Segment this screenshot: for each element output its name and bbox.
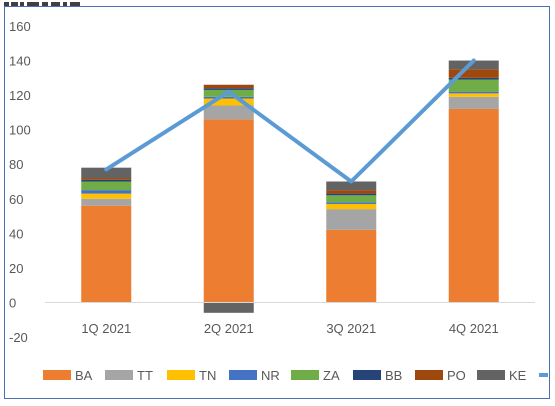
legend-label-bb: BB	[385, 368, 402, 383]
bar-segment-ke-3q-2021	[326, 181, 377, 191]
bar-segment-ke-2q-2021	[203, 302, 254, 313]
bar-segment-za-4q-2021	[448, 79, 499, 92]
bar-segment-tn-3q-2021	[326, 203, 377, 210]
y-tick-label: 40	[9, 226, 23, 241]
x-tick-label: 4Q 2021	[449, 321, 499, 336]
y-tick-label: 60	[9, 192, 23, 207]
y-tick-label: 160	[9, 19, 31, 34]
legend-swatch-ke	[477, 370, 505, 380]
y-tick-label: 20	[9, 261, 23, 276]
stacked-bar-chart: -20 0 20 40 60 80 100 120 140 160 1Q 2021 2Q 2021 3…	[9, 19, 555, 383]
cropped-title-glyphs	[4, 2, 80, 6]
bar-segment-bb-2q-2021	[203, 88, 254, 90]
legend-swatch-tn	[167, 370, 195, 380]
bar-segment-po-3q-2021	[326, 190, 377, 194]
bar-segment-ke-4q-2021	[448, 60, 499, 70]
legend-swatch-ba	[43, 370, 71, 380]
bar-segment-ba-2q-2021	[203, 119, 254, 303]
x-tick-label: 3Q 2021	[326, 321, 376, 336]
legend-label-tn: TN	[199, 368, 216, 383]
bar-segment-tt-2q-2021	[203, 105, 254, 120]
y-tick-label: 140	[9, 54, 31, 69]
legend-label-ke: KE	[509, 368, 527, 383]
y-tick-label: 0	[9, 295, 16, 310]
bar-segment-po-1q-2021	[81, 178, 132, 180]
bar-segment-tt-1q-2021	[81, 198, 132, 206]
y-tick-label: -20	[9, 330, 28, 345]
bar-segment-ba-1q-2021	[81, 205, 132, 303]
bar-segment-bb-1q-2021	[81, 179, 132, 182]
bar-segment-nr-4q-2021	[448, 91, 499, 94]
bar-segment-tn-1q-2021	[81, 193, 132, 199]
x-tick-label: 1Q 2021	[81, 321, 131, 336]
legend-label-nr: NR	[261, 368, 280, 383]
bar-segment-ke-1q-2021	[81, 167, 132, 179]
bar-segment-bb-3q-2021	[326, 193, 377, 196]
bar-segment-ba-3q-2021	[326, 229, 377, 303]
legend-swatch-bb	[353, 370, 381, 380]
sr-line-layer	[104, 58, 476, 184]
bar-segment-za-1q-2021	[81, 181, 132, 191]
series-line-sr	[104, 58, 476, 184]
y-tick-label: 80	[9, 157, 23, 172]
legend-label-po: PO	[447, 368, 466, 383]
bar-segment-tn-2q-2021	[203, 98, 254, 106]
legend-swatch-nr	[229, 370, 257, 380]
legend: BATTTNNRZABBPOKESR	[43, 368, 555, 383]
bar-segment-tn-4q-2021	[448, 93, 499, 97]
bar-segment-nr-1q-2021	[81, 190, 132, 194]
y-tick-label: 100	[9, 123, 31, 138]
legend-swatch-tt	[105, 370, 133, 380]
x-tick-label: 2Q 2021	[204, 321, 254, 336]
bar-segment-tt-3q-2021	[326, 209, 377, 230]
legend-label-ba: BA	[75, 368, 93, 383]
bar-segment-po-4q-2021	[448, 69, 499, 78]
bar-segment-tt-4q-2021	[448, 96, 499, 109]
x-axis: 1Q 2021 2Q 2021 3Q 2021 4Q 2021	[81, 321, 498, 336]
bar-segment-za-3q-2021	[326, 195, 377, 203]
bar-segment-bb-4q-2021	[448, 77, 499, 80]
cropped-title-fragment	[0, 0, 150, 7]
legend-swatch-po	[415, 370, 443, 380]
bar-segment-ba-4q-2021	[448, 108, 499, 303]
legend-label-za: ZA	[323, 368, 340, 383]
bar-segment-nr-2q-2021	[203, 96, 254, 99]
chart-frame: -20 0 20 40 60 80 100 120 140 160 1Q 2021 2Q 2021 3…	[4, 6, 555, 399]
y-tick-label: 120	[9, 88, 31, 103]
y-axis: -20 0 20 40 60 80 100 120 140 160	[9, 19, 31, 345]
bar-segment-nr-3q-2021	[326, 202, 377, 204]
legend-swatch-za	[291, 370, 319, 380]
legend-label-tt: TT	[137, 368, 153, 383]
bar-segment-po-2q-2021	[203, 84, 254, 89]
